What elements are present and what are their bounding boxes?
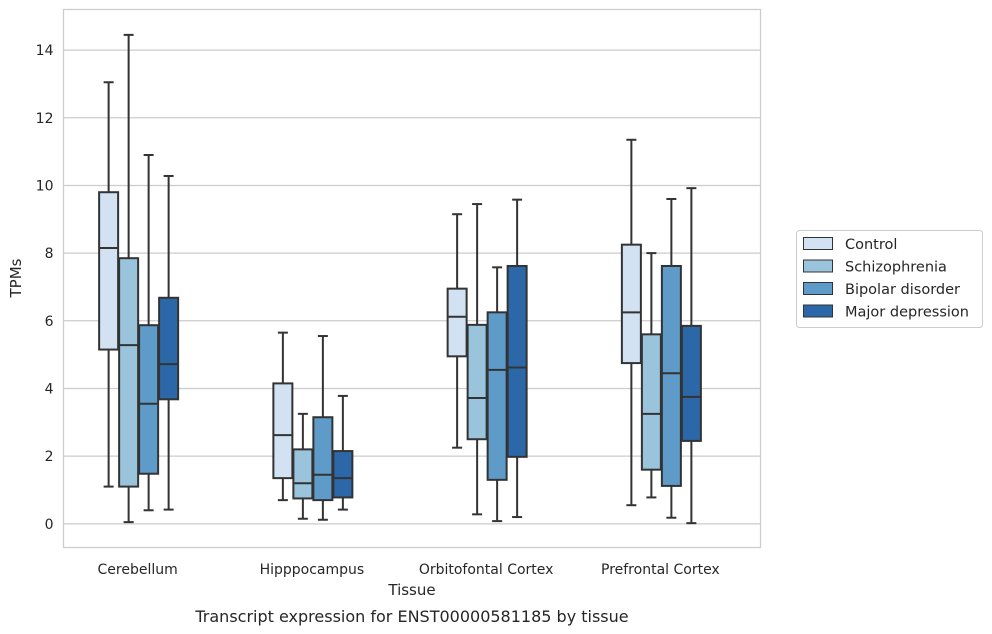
grid-lines	[63, 49, 761, 525]
y-tick-label: 12	[36, 111, 54, 127]
box-bipolar-disorder	[138, 153, 160, 512]
box-bipolar-disorder	[486, 266, 508, 523]
legend-swatch	[803, 304, 833, 318]
y-tick-label: 0	[45, 517, 54, 533]
legend-label: Major depression	[845, 305, 969, 321]
x-tick-label: Orbitofontal Cortex	[419, 562, 554, 578]
box-body	[292, 448, 314, 500]
box-group-hipppocampus	[272, 331, 354, 521]
box-body	[138, 324, 160, 475]
box-major-depression	[680, 187, 702, 525]
x-tick-labels: Cerebellum Hipppocampus Orbitofontal Corte…	[98, 562, 720, 578]
x-tick-label: Cerebellum	[98, 562, 178, 578]
box-body	[640, 333, 662, 471]
box-body	[272, 382, 294, 480]
x-tick-label: Hipppocampus	[260, 562, 365, 578]
legend: Control Schizophrenia Bipolar disorder Majo…	[796, 230, 983, 328]
box-control	[620, 138, 642, 507]
x-tick-label: Prefrontal Cortex	[601, 562, 720, 578]
plot-frame	[62, 8, 762, 549]
y-axis-label: TPMs	[7, 258, 25, 298]
box-body	[332, 450, 354, 499]
legend-item: Schizophrenia	[803, 259, 947, 276]
box-group-cerebellum	[98, 33, 180, 524]
box-body	[98, 191, 120, 351]
chart-caption: Transcript expression for ENST0000058118…	[194, 607, 628, 626]
legend-swatch	[803, 237, 833, 250]
box-group-orbitofontal-cortex	[446, 198, 528, 523]
y-tick-label: 2	[45, 449, 54, 465]
legend-item: Major depression	[803, 304, 969, 321]
y-tick-label: 10	[36, 178, 54, 194]
y-tick-label: 14	[36, 43, 54, 59]
box-schizophrenia	[118, 33, 140, 524]
box-body	[486, 311, 508, 481]
box-body	[118, 257, 140, 488]
box-body	[660, 264, 682, 487]
box-control	[272, 331, 294, 502]
y-tick-label: 6	[45, 314, 54, 330]
box-schizophrenia	[640, 252, 662, 499]
x-axis-label: Tissue	[387, 581, 435, 599]
box-group-prefrontal-cortex	[620, 138, 702, 525]
legend-swatch	[803, 282, 833, 295]
box-schizophrenia	[292, 412, 314, 520]
box-body	[466, 323, 488, 441]
y-tick-label: 4	[45, 381, 54, 397]
legend-items: Control Schizophrenia Bipolar disorder Majo…	[803, 237, 969, 321]
y-tick-labels: 0 2 4 6 8 10 12 14	[36, 43, 54, 533]
box-major-depression	[158, 174, 180, 511]
box-major-depression	[506, 198, 528, 519]
legend-frame	[796, 230, 983, 328]
legend-label: Schizophrenia	[845, 260, 947, 276]
legend-item: Bipolar disorder	[803, 282, 960, 298]
y-tick-label: 8	[45, 246, 54, 262]
box-bipolar-disorder	[312, 335, 334, 521]
box-bipolar-disorder	[660, 197, 682, 519]
box-control	[98, 81, 120, 488]
box-body	[158, 296, 180, 401]
box-body	[506, 264, 528, 458]
legend-label: Control	[845, 237, 897, 253]
legend-item: Control	[803, 237, 897, 253]
box-body	[620, 243, 642, 365]
legend-swatch	[803, 259, 833, 273]
box-control	[446, 213, 468, 449]
box-body	[446, 287, 468, 358]
box-schizophrenia	[466, 203, 488, 516]
box-body	[680, 324, 702, 442]
box-series-layer	[98, 33, 702, 525]
box-major-depression	[332, 394, 354, 511]
box-body	[312, 416, 334, 502]
legend-label: Bipolar disorder	[845, 282, 960, 298]
